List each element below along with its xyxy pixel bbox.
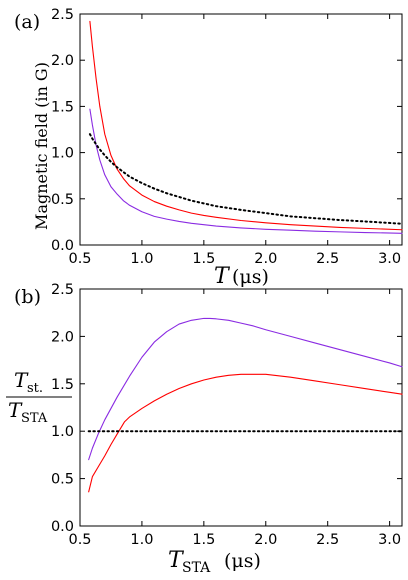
panel-a-ytick-label: 2.0 — [51, 53, 74, 69]
panel-a-xtick-label: 1.5 — [192, 251, 215, 267]
panel-b-ytick-label: 2.5 — [51, 282, 74, 298]
panel-b-series-1-line — [88, 373, 403, 493]
panel-b-y-ticks: 0.0 0.5 1.0 1.5 2.0 2.5 — [51, 282, 402, 535]
panel-b-label: (b) — [14, 286, 41, 308]
panel-a-x-ticks: 0.5 1.0 1.5 2.0 2.5 3.0 — [68, 14, 401, 267]
panel-a-y-ticks: 0.0 0.5 1.0 1.5 2.0 2.5 — [51, 7, 402, 254]
panel-a-ytick-label: 0.0 — [51, 238, 74, 254]
panel-b-ylabel-num-sub: st. — [27, 381, 43, 396]
panel-b-ytick-label: 2.0 — [51, 329, 74, 345]
panel-b-xtick-label: 1.5 — [192, 532, 215, 548]
panel-b-xtick-label: 0.5 — [68, 532, 91, 548]
panel-b-ytick-label: 0.5 — [51, 472, 74, 488]
panel-b-xlabel-sub: STA — [182, 560, 211, 576]
panel-b-xlabel-main: T — [168, 548, 185, 573]
panel-b-x-ticks: 0.5 1.0 1.5 2.0 2.5 3.0 — [68, 289, 401, 548]
panel-b-plot-area — [79, 288, 403, 527]
panel-a-label: (a) — [14, 11, 40, 33]
panel-a-series-0-line — [89, 20, 403, 231]
panel-a-xtick-label: 0.5 — [68, 251, 91, 267]
panel-a-xtick-label: 2.5 — [316, 251, 339, 267]
panel-a-series-1-line — [89, 108, 403, 234]
panel-a-ytick-label: 1.0 — [51, 146, 74, 162]
panel-b-xtick-label: 3.0 — [378, 532, 401, 548]
panel-b-series — [87, 317, 403, 493]
panel-b-xtick-label: 2.5 — [316, 532, 339, 548]
panel-b-ylabel-num: T — [14, 368, 29, 392]
panel-a-ytick-label: 2.5 — [51, 7, 74, 23]
panel-b-ylabel: T st. T STA — [6, 368, 72, 426]
panel-a: (a) Magnetic field (in G) 0.00.51.01.52.… — [14, 7, 403, 289]
panel-a-ylabel-text: Magnetic field (in G) — [32, 62, 51, 230]
panel-a-xtick-label: 3.0 — [378, 251, 401, 267]
panel-b-ylabel-den-sub: STA — [21, 411, 48, 426]
panel-b-series-0-line — [88, 317, 403, 461]
panel-a-series-2-line — [88, 133, 403, 225]
panel-a-xtick-label: 2.0 — [254, 251, 277, 267]
panel-a-series — [88, 20, 403, 234]
panel-b-ylabel-den: T — [8, 398, 23, 422]
panel-a-plot-area — [79, 13, 403, 246]
panel-b-xlabel-unit: (μs) — [224, 550, 261, 572]
panel-a-xtick-label: 1.0 — [130, 251, 153, 267]
panel-a-ylabel: Magnetic field (in G) — [32, 62, 51, 230]
panel-a-ytick-label: 0.5 — [51, 192, 74, 208]
panel-b-xtick-label: 2.0 — [254, 532, 277, 548]
panel-b: (b) T st. T STA 0.00.51.01.52.02.5 0.5 1.… — [6, 282, 403, 576]
panel-b-ytick-label: 0.0 — [51, 519, 74, 535]
panel-a-xlabel-unit: (μs) — [232, 266, 269, 288]
panel-b-xtick-label: 1.0 — [130, 532, 153, 548]
panel-a-xlabel-main: T — [214, 264, 231, 289]
panel-b-ytick-label: 1.0 — [51, 424, 74, 440]
panel-a-ytick-label: 1.5 — [51, 99, 74, 115]
panel-b-ytick-label: 1.5 — [51, 377, 74, 393]
